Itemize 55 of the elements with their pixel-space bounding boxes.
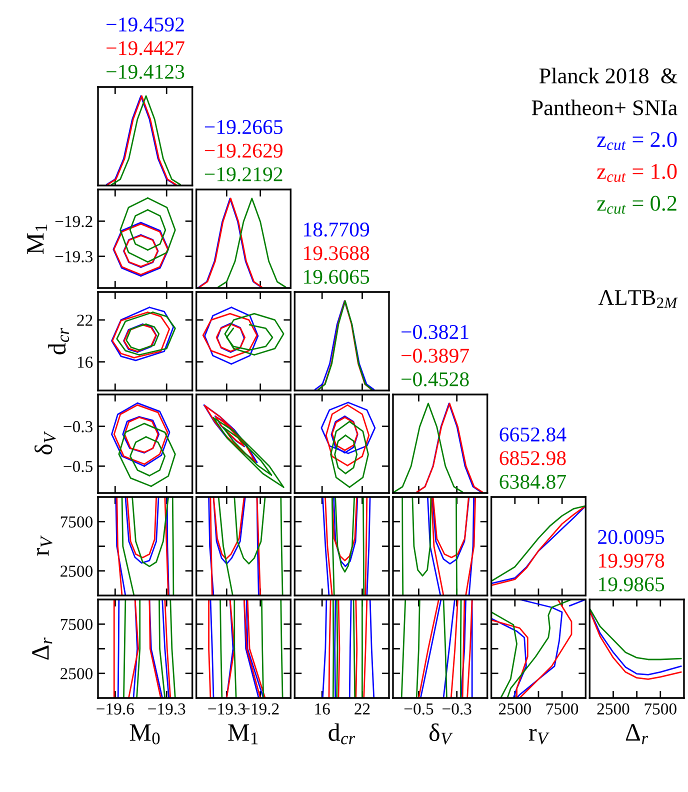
x-tick-label: 22 xyxy=(354,703,370,714)
y-tick-label: −19.2 xyxy=(55,216,92,228)
legend-label: z$_{cut}$ = 2.0 xyxy=(597,132,677,150)
text: 18.7709 xyxy=(304,222,370,237)
x-tick-label: −19.6 xyxy=(96,703,134,715)
y-tick-label: 16 xyxy=(78,356,93,368)
x-tick-label: 16 xyxy=(315,703,330,715)
x-axis-title: M$_{0}$ xyxy=(130,724,160,744)
text: 20.0095 xyxy=(598,530,664,544)
series-label: 19.6065 xyxy=(304,270,370,284)
y-tick-label: −19.3 xyxy=(55,251,92,262)
y-axis-title: d$_{cr}$ xyxy=(48,328,70,354)
text: 19.9978 xyxy=(599,554,664,568)
series-label: 6384.87 xyxy=(500,474,566,489)
series-label: −19.2192 xyxy=(204,167,282,182)
text: −0.3821 xyxy=(402,324,468,340)
x-tick-label: 7500 xyxy=(644,703,676,715)
x-axis-title: r$_{V}$ xyxy=(528,728,550,744)
y-tick-label: 2500 xyxy=(60,566,93,577)
series-label: 19.9865 xyxy=(599,577,664,592)
series-label: −0.4528 xyxy=(402,372,469,386)
series-label: −19.4123 xyxy=(106,64,184,79)
x-tick-label: −0.5 xyxy=(404,703,434,715)
y-tick-label: 22 xyxy=(77,314,92,326)
text: 19.3688 xyxy=(304,246,370,260)
x-tick-label: 7500 xyxy=(546,703,578,715)
y-tick-label: 7500 xyxy=(60,516,93,528)
text: −19.4592 xyxy=(106,18,184,32)
y-axis-title: δ$_{V}$ xyxy=(34,431,56,454)
x-tick-label: 2500 xyxy=(498,703,531,715)
text: Pantheon+ SNIa xyxy=(532,100,678,116)
y-tick-label: −0.3 xyxy=(64,421,92,432)
text: −19.2665 xyxy=(204,120,283,134)
text: Planck 2018 & xyxy=(539,68,678,84)
legend-label: z$_{cut}$ = 1.0 xyxy=(597,164,677,182)
text: −19.2629 xyxy=(204,144,282,158)
text: −19.4427 xyxy=(106,41,184,56)
y-axis-title: r$_{V}$ xyxy=(36,535,52,556)
y-axis-title: M$_{1}$ xyxy=(27,224,48,254)
text: ΛLTB$_{2M}$ xyxy=(598,290,678,308)
text: −0.3897 xyxy=(402,348,469,363)
y-tick-label: −0.5 xyxy=(64,460,92,472)
x-axis-title: M$_{1}$ xyxy=(228,724,258,744)
legend-label: z$_{cut}$ = 0.2 xyxy=(597,196,676,214)
y-tick-label: 7500 xyxy=(60,618,93,630)
y-tick-label: 2500 xyxy=(60,668,93,680)
text: 6852.98 xyxy=(500,451,566,466)
y-axis-title: Δ$_{r}$ xyxy=(32,637,52,660)
x-tick-label: −19.3 xyxy=(148,703,186,715)
x-axis-title: Δ$_{r}$ xyxy=(626,724,648,744)
x-tick-label: 2500 xyxy=(597,703,630,715)
x-axis-title: d$_{cr}$ xyxy=(328,723,356,744)
text: 6652.84 xyxy=(500,427,566,442)
x-tick-label: −0.3 xyxy=(442,703,472,715)
x-axis-title: δ$_{V}$ xyxy=(429,723,453,745)
